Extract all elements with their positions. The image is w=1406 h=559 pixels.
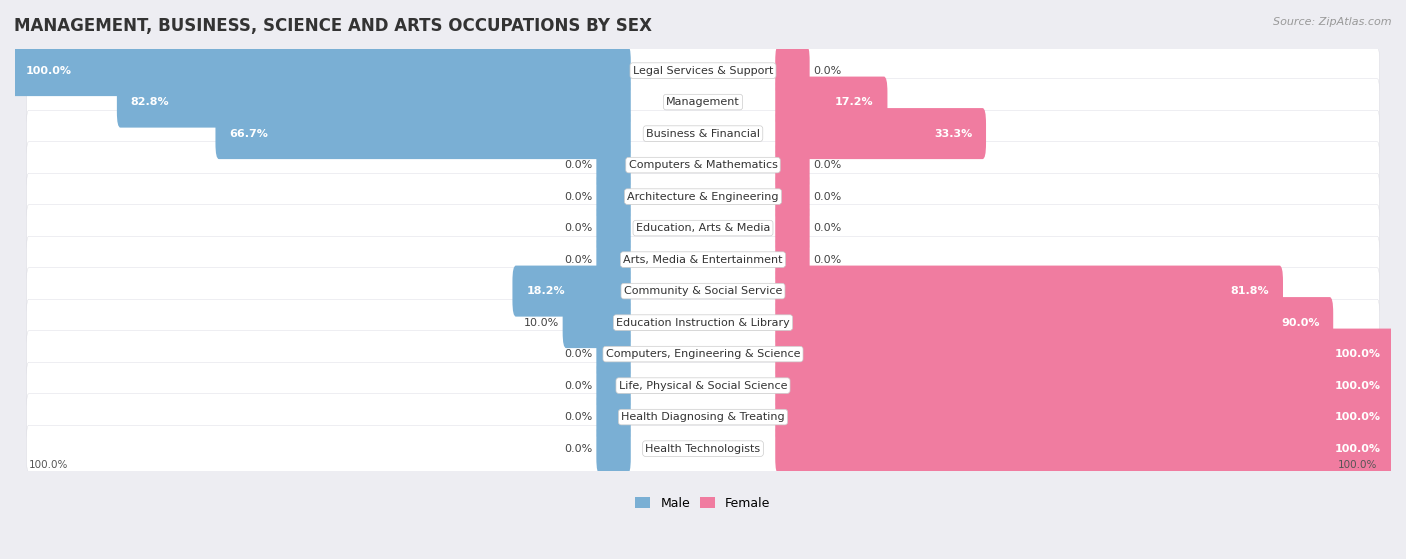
FancyBboxPatch shape [775, 423, 1395, 474]
FancyBboxPatch shape [775, 202, 810, 254]
FancyBboxPatch shape [775, 392, 1395, 443]
Text: 0.0%: 0.0% [565, 412, 593, 422]
Text: 0.0%: 0.0% [565, 192, 593, 202]
Text: Management: Management [666, 97, 740, 107]
Text: 100.0%: 100.0% [1334, 349, 1381, 359]
FancyBboxPatch shape [15, 40, 1391, 102]
FancyBboxPatch shape [15, 229, 1391, 291]
FancyBboxPatch shape [215, 108, 631, 159]
FancyBboxPatch shape [27, 394, 1379, 440]
FancyBboxPatch shape [15, 323, 1391, 385]
FancyBboxPatch shape [596, 423, 631, 474]
FancyBboxPatch shape [775, 360, 1395, 411]
FancyBboxPatch shape [596, 140, 631, 191]
FancyBboxPatch shape [775, 45, 810, 96]
FancyBboxPatch shape [775, 297, 1333, 348]
Text: Arts, Media & Entertainment: Arts, Media & Entertainment [623, 254, 783, 264]
Legend: Male, Female: Male, Female [630, 492, 776, 515]
FancyBboxPatch shape [27, 142, 1379, 188]
Text: 17.2%: 17.2% [835, 97, 873, 107]
FancyBboxPatch shape [775, 234, 810, 285]
FancyBboxPatch shape [15, 355, 1391, 416]
FancyBboxPatch shape [15, 71, 1391, 133]
FancyBboxPatch shape [27, 236, 1379, 283]
Text: 0.0%: 0.0% [813, 192, 841, 202]
Text: 0.0%: 0.0% [565, 254, 593, 264]
FancyBboxPatch shape [775, 266, 1284, 316]
FancyBboxPatch shape [596, 392, 631, 443]
Text: Education Instruction & Library: Education Instruction & Library [616, 318, 790, 328]
FancyBboxPatch shape [27, 205, 1379, 252]
FancyBboxPatch shape [15, 134, 1391, 196]
FancyBboxPatch shape [27, 48, 1379, 94]
Text: 0.0%: 0.0% [813, 254, 841, 264]
Text: 100.0%: 100.0% [28, 460, 67, 470]
Text: 33.3%: 33.3% [934, 129, 973, 139]
FancyBboxPatch shape [596, 360, 631, 411]
Text: Business & Financial: Business & Financial [645, 129, 761, 139]
Text: Education, Arts & Media: Education, Arts & Media [636, 223, 770, 233]
Text: 0.0%: 0.0% [565, 349, 593, 359]
Text: Legal Services & Support: Legal Services & Support [633, 65, 773, 75]
FancyBboxPatch shape [596, 171, 631, 222]
Text: 10.0%: 10.0% [524, 318, 560, 328]
FancyBboxPatch shape [117, 77, 631, 127]
FancyBboxPatch shape [15, 165, 1391, 228]
FancyBboxPatch shape [562, 297, 631, 348]
Text: 0.0%: 0.0% [565, 381, 593, 391]
Text: 100.0%: 100.0% [25, 65, 72, 75]
FancyBboxPatch shape [15, 386, 1391, 448]
Text: 0.0%: 0.0% [565, 160, 593, 170]
Text: 100.0%: 100.0% [1334, 412, 1381, 422]
FancyBboxPatch shape [596, 329, 631, 380]
FancyBboxPatch shape [15, 260, 1391, 322]
FancyBboxPatch shape [27, 79, 1379, 125]
Text: 82.8%: 82.8% [131, 97, 169, 107]
FancyBboxPatch shape [27, 173, 1379, 220]
FancyBboxPatch shape [775, 108, 986, 159]
FancyBboxPatch shape [27, 331, 1379, 377]
Text: Computers, Engineering & Science: Computers, Engineering & Science [606, 349, 800, 359]
Text: Source: ZipAtlas.com: Source: ZipAtlas.com [1274, 17, 1392, 27]
Text: 100.0%: 100.0% [1334, 381, 1381, 391]
Text: 100.0%: 100.0% [1339, 460, 1378, 470]
FancyBboxPatch shape [27, 268, 1379, 314]
Text: 0.0%: 0.0% [813, 160, 841, 170]
FancyBboxPatch shape [15, 197, 1391, 259]
Text: 0.0%: 0.0% [565, 444, 593, 453]
Text: 90.0%: 90.0% [1281, 318, 1319, 328]
Text: MANAGEMENT, BUSINESS, SCIENCE AND ARTS OCCUPATIONS BY SEX: MANAGEMENT, BUSINESS, SCIENCE AND ARTS O… [14, 17, 652, 35]
FancyBboxPatch shape [596, 234, 631, 285]
Text: 0.0%: 0.0% [565, 223, 593, 233]
Text: Community & Social Service: Community & Social Service [624, 286, 782, 296]
FancyBboxPatch shape [15, 418, 1391, 480]
Text: 100.0%: 100.0% [1334, 444, 1381, 453]
Text: 18.2%: 18.2% [526, 286, 565, 296]
FancyBboxPatch shape [27, 362, 1379, 409]
Text: Health Technologists: Health Technologists [645, 444, 761, 453]
Text: Computers & Mathematics: Computers & Mathematics [628, 160, 778, 170]
Text: Health Diagnosing & Treating: Health Diagnosing & Treating [621, 412, 785, 422]
FancyBboxPatch shape [15, 103, 1391, 164]
Text: 0.0%: 0.0% [813, 65, 841, 75]
FancyBboxPatch shape [775, 171, 810, 222]
FancyBboxPatch shape [596, 202, 631, 254]
FancyBboxPatch shape [775, 140, 810, 191]
FancyBboxPatch shape [775, 77, 887, 127]
FancyBboxPatch shape [27, 425, 1379, 472]
FancyBboxPatch shape [512, 266, 631, 316]
FancyBboxPatch shape [27, 110, 1379, 157]
FancyBboxPatch shape [27, 299, 1379, 346]
Text: Architecture & Engineering: Architecture & Engineering [627, 192, 779, 202]
FancyBboxPatch shape [775, 329, 1395, 380]
FancyBboxPatch shape [11, 45, 631, 96]
Text: 81.8%: 81.8% [1230, 286, 1270, 296]
FancyBboxPatch shape [15, 292, 1391, 353]
Text: 0.0%: 0.0% [813, 223, 841, 233]
Text: Life, Physical & Social Science: Life, Physical & Social Science [619, 381, 787, 391]
Text: 66.7%: 66.7% [229, 129, 269, 139]
